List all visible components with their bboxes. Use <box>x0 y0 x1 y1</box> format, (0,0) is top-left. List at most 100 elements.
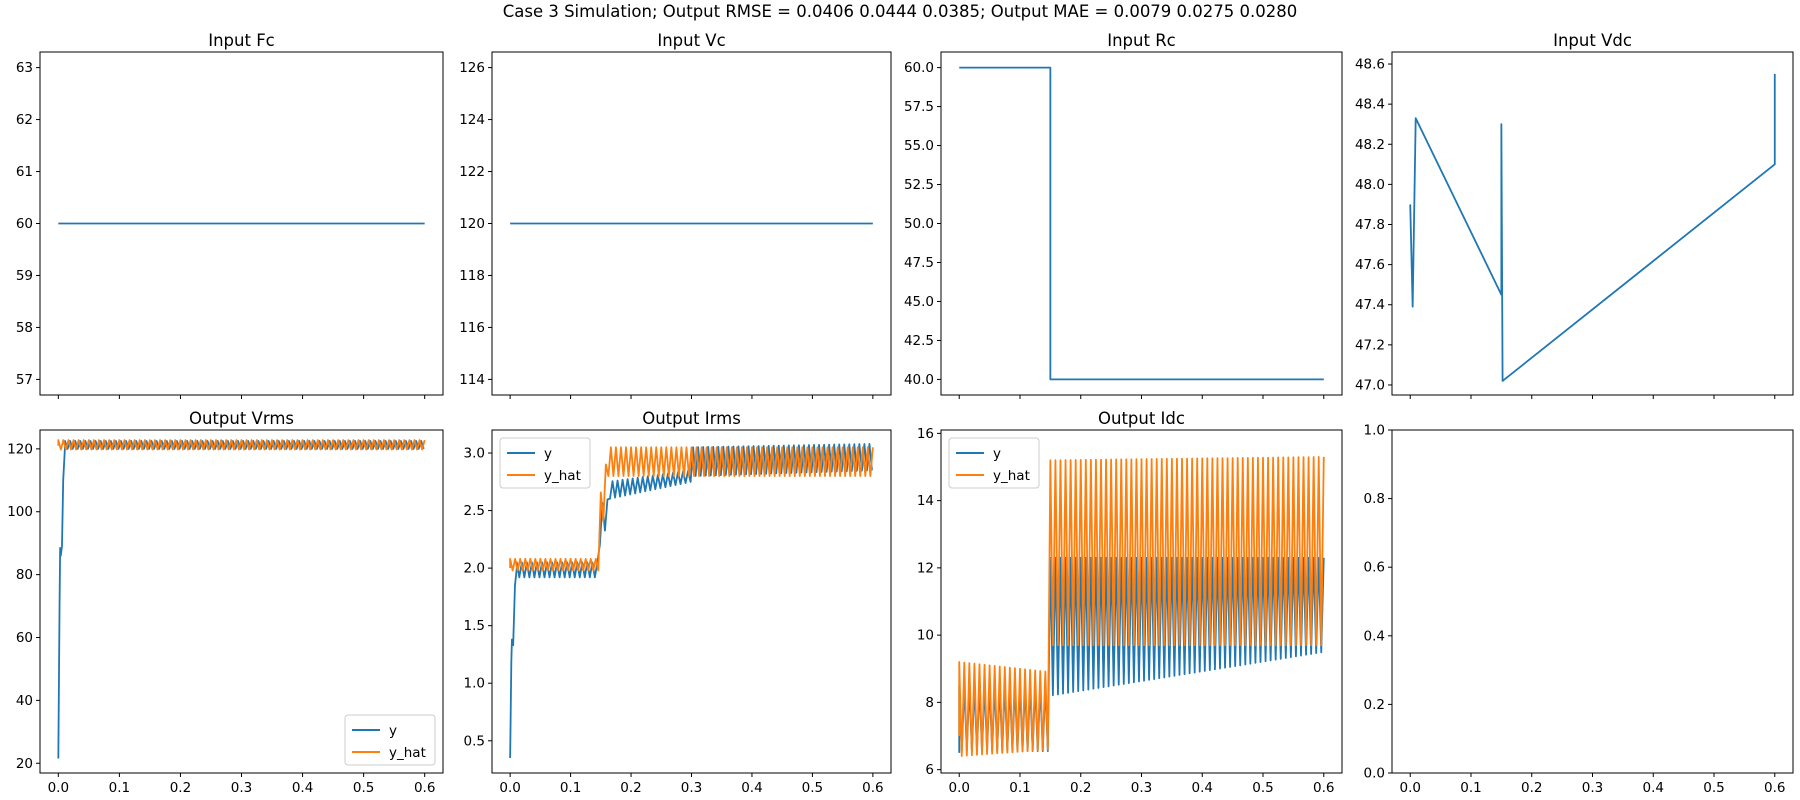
y-tick-label: 126 <box>459 60 485 76</box>
legend-label: y_hat <box>389 745 426 761</box>
y-tick-label: 0.6 <box>1364 560 1385 576</box>
y-tick-label: 50.0 <box>904 216 934 232</box>
x-tick-label: 0.0 <box>499 780 520 796</box>
legend-label: y <box>544 446 552 462</box>
x-tick-label: 0.1 <box>109 780 130 796</box>
x-tick-label: 0.6 <box>1764 780 1785 796</box>
figure-title: Case 3 Simulation; Output RMSE = 0.0406 … <box>502 2 1298 21</box>
series-line-vdc <box>1409 74 1776 382</box>
x-tick-label: 0.3 <box>1582 780 1603 796</box>
x-tick-label: 0.6 <box>862 780 883 796</box>
y-tick-label: 2.5 <box>464 503 485 519</box>
axes-frame <box>940 51 1343 396</box>
subplot-empty: 0.0 0.2 0.4 0.6 0.8 1.0 0.0 0.1 0.2 0.3 0.4 0.5 0.6 <box>1364 423 1794 796</box>
subplot-idc: Output Idc 6 8 10 12 14 16 0.0 0.1 0.2 0.3 0.4 0.5 0.… <box>917 409 1343 796</box>
y-tick-label: 40.0 <box>904 372 934 388</box>
legend: y y_hat <box>499 437 591 489</box>
y-tick-label: 57.5 <box>904 99 934 115</box>
subplot-title: Output Irms <box>642 409 741 428</box>
y-tick-label: 47.8 <box>1355 217 1385 233</box>
legend-label: y_hat <box>993 468 1030 484</box>
subplot-irms: Output Irms 0.5 1.0 1.5 2.0 2.5 3.0 0.0 0.1 0.2 0.… <box>464 409 892 796</box>
subplot-title: Output Idc <box>1098 409 1185 428</box>
x-tick-label: 0.6 <box>414 780 435 796</box>
y-tick-label: 47.0 <box>1355 377 1385 393</box>
y-tick-label: 0.0 <box>1364 766 1385 782</box>
y-tick-label: 6 <box>925 762 934 778</box>
x-tick-label: 0.2 <box>1070 780 1091 796</box>
y-tick-label: 1.5 <box>464 618 485 634</box>
y-tick-label: 120 <box>7 441 33 457</box>
x-tick-label: 0.0 <box>48 780 69 796</box>
y-tick-label: 61 <box>16 164 33 180</box>
legend: y y_hat <box>948 437 1040 489</box>
y-tick-label: 0.2 <box>1364 697 1385 713</box>
subplot-vdc: Input Vdc 47.0 47.2 47.4 47.6 47.8 48.0 48.2 48.… <box>1355 31 1794 399</box>
axes-frame <box>1391 429 1794 774</box>
x-tick-label: 0.5 <box>1252 780 1273 796</box>
x-tick-label: 0.4 <box>1192 780 1213 796</box>
x-tick-label: 0.6 <box>1313 780 1334 796</box>
y-tick-label: 48.6 <box>1355 57 1385 73</box>
x-tick-label: 0.1 <box>560 780 581 796</box>
y-tick-label: 40 <box>16 693 33 709</box>
subplot-title: Input Rc <box>1107 31 1176 50</box>
series-line-y_hat <box>509 446 874 572</box>
y-tick-label: 58 <box>16 320 33 336</box>
y-tick-label: 80 <box>16 567 33 583</box>
series-line-y_hat <box>958 456 1325 757</box>
subplot-vrms: Output Vrms 20 40 60 80 100 120 0.0 0.1 0.2 0.3 0.4… <box>7 409 444 796</box>
subplot-title: Output Vrms <box>189 409 294 428</box>
y-tick-label: 118 <box>459 268 485 284</box>
y-tick-label: 47.2 <box>1355 337 1385 353</box>
x-tick-label: 0.1 <box>1460 780 1481 796</box>
y-tick-label: 45.0 <box>904 294 934 310</box>
y-tick-label: 48.2 <box>1355 137 1385 153</box>
x-tick-label: 0.4 <box>741 780 762 796</box>
y-tick-label: 47.5 <box>904 255 934 271</box>
x-tick-label: 0.3 <box>231 780 252 796</box>
y-tick-label: 1.0 <box>1364 423 1385 439</box>
subplot-vc: Input Vc 114 116 118 120 122 124 126 <box>459 31 892 399</box>
x-tick-label: 0.5 <box>353 780 374 796</box>
legend-label: y_hat <box>544 468 581 484</box>
y-tick-label: 1.0 <box>464 676 485 692</box>
subplot-rc: Input Rc 40.0 42.5 45.0 47.5 50.0 52.5 55.0 57.5… <box>904 31 1343 399</box>
y-tick-label: 63 <box>16 60 33 76</box>
legend: y y_hat <box>344 714 436 766</box>
y-tick-label: 0.4 <box>1364 628 1385 644</box>
y-tick-label: 60 <box>16 216 33 232</box>
y-tick-label: 59 <box>16 268 33 284</box>
y-tick-label: 2.0 <box>464 561 485 577</box>
y-tick-label: 8 <box>925 695 934 711</box>
x-tick-label: 0.3 <box>681 780 702 796</box>
y-tick-label: 12 <box>917 560 934 576</box>
y-tick-label: 14 <box>917 493 934 509</box>
subplot-title: Input Fc <box>208 31 275 50</box>
y-tick-label: 100 <box>7 504 33 520</box>
x-tick-label: 0.0 <box>948 780 969 796</box>
x-tick-label: 0.4 <box>1643 780 1664 796</box>
x-tick-label: 0.5 <box>1703 780 1724 796</box>
series-line-y_hat <box>57 439 426 451</box>
y-tick-label: 20 <box>16 756 33 772</box>
series-line-y <box>57 440 425 759</box>
subplot-fc: Input Fc 57 58 59 60 61 62 63 <box>16 31 444 399</box>
y-tick-label: 120 <box>459 216 485 232</box>
y-tick-label: 60 <box>16 630 33 646</box>
y-tick-label: 60.0 <box>904 60 934 76</box>
subplot-title: Input Vc <box>657 31 725 50</box>
x-tick-label: 0.2 <box>170 780 191 796</box>
y-tick-label: 122 <box>459 164 485 180</box>
y-tick-label: 57 <box>16 372 33 388</box>
y-tick-label: 62 <box>16 112 33 128</box>
subplot-title: Input Vdc <box>1553 31 1632 50</box>
x-tick-label: 0.2 <box>1521 780 1542 796</box>
y-tick-label: 116 <box>459 320 485 336</box>
y-tick-label: 10 <box>917 628 934 644</box>
x-tick-label: 0.4 <box>292 780 313 796</box>
series-line-rc <box>959 66 1324 381</box>
x-tick-label: 0.0 <box>1399 780 1420 796</box>
